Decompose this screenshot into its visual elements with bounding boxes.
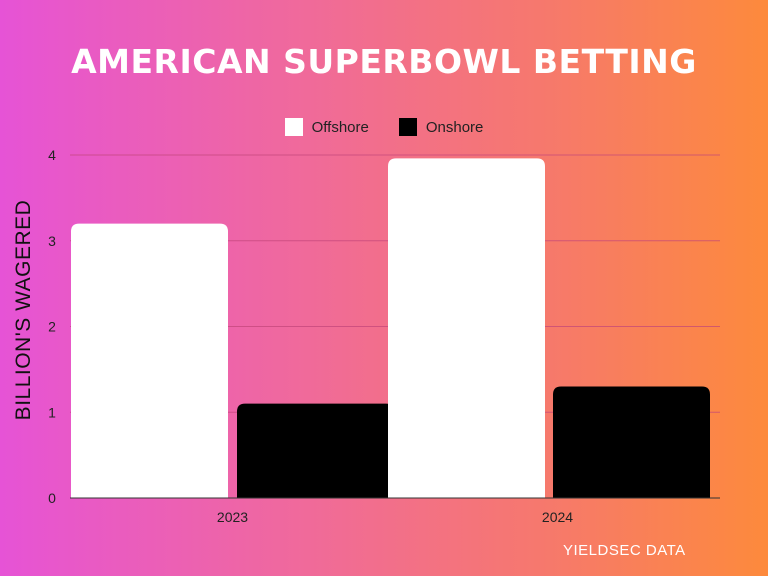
legend-swatch-onshore — [398, 118, 417, 136]
y-tick-label: 3 — [48, 233, 56, 249]
y-tick-label: 4 — [48, 147, 56, 163]
legend-item-onshore: Onshore — [398, 118, 484, 136]
y-tick-label: 1 — [48, 404, 56, 420]
y-tick-label: 0 — [48, 490, 56, 506]
chart-title: AMERICAN SUPERBOWL BETTING — [71, 42, 697, 81]
legend-label-onshore: Onshore — [425, 118, 484, 136]
legend-label-offshore: Offshore — [311, 118, 369, 136]
x-tick-label: 2023 — [217, 509, 248, 525]
legend-item-offshore: Offshore — [284, 118, 369, 136]
source-label: YIELDSEC DATA — [563, 542, 686, 559]
legend-swatch-offshore — [284, 118, 303, 136]
bar-onshore-2023 — [237, 403, 394, 498]
bar-offshore-2024 — [388, 158, 545, 498]
x-tick-label: 2024 — [542, 509, 573, 525]
bar-offshore-2023 — [71, 223, 228, 498]
bar-onshore-2024 — [553, 386, 710, 498]
y-tick-label: 2 — [48, 319, 56, 335]
legend: Offshore Onshore — [0, 118, 768, 136]
